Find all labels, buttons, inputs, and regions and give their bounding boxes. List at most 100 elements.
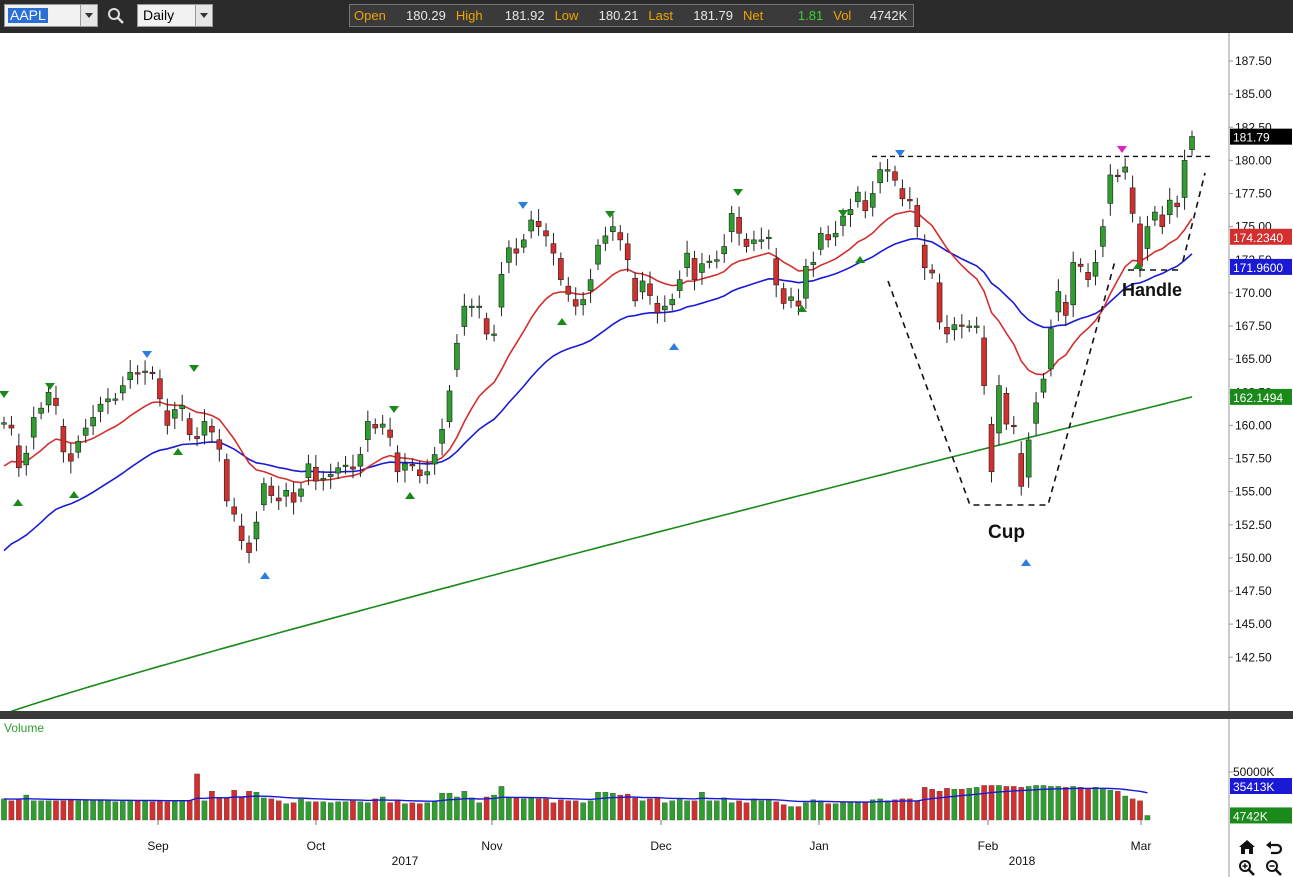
candle-body [959,324,965,327]
candle-body [30,417,37,438]
volume-bar [402,803,408,821]
candle-body [1055,291,1062,313]
volume-bar [38,800,44,821]
candle-body [1003,393,1010,425]
volume-bar [959,789,965,821]
candle-body [840,215,846,226]
volume-bar [996,785,1002,821]
candle-body [721,246,728,255]
candle-body [1129,187,1136,214]
volume-bar [394,800,401,821]
panel-divider[interactable] [0,711,1293,719]
candle-body [1025,439,1032,478]
candle-body [587,279,594,291]
period-dropdown-button[interactable] [195,5,212,26]
candle-body [862,200,869,212]
candle-body [825,234,831,241]
volume-bar [766,799,772,821]
volume-bar [877,798,883,821]
volume-bar [112,801,119,821]
candle-body [327,474,334,477]
candle-body [491,333,497,336]
candle-body [981,337,987,386]
volume-bar [179,800,185,821]
search-icon[interactable] [107,7,125,25]
candle-body [914,205,921,227]
price-tag-label: 171.9600 [1233,261,1283,275]
volume-bar [1,798,7,821]
volume-bar [1115,791,1121,821]
candle-body [82,427,89,436]
y-tick-label: 187.50 [1235,54,1272,68]
candle-body [907,199,913,202]
volume-bar [305,801,312,821]
period-select[interactable]: Daily [137,4,213,27]
candle-body [1062,301,1069,316]
candle-body [684,252,690,268]
volume-bar [313,801,319,821]
volume-bar [550,802,557,821]
symbol-value: AAPL [8,7,48,23]
volume-bar [45,800,52,821]
candle-body [1040,378,1047,393]
x-month-label: Sep [147,839,169,853]
signal-down-marker [733,189,743,196]
candle-body [454,342,460,370]
symbol-dropdown-button[interactable] [80,5,97,26]
undo-icon[interactable] [1265,839,1283,855]
candle-body [565,285,572,295]
volume-bar [223,797,230,821]
volume-bar [1100,788,1106,821]
candle-body [45,391,52,406]
x-month-label: Feb [978,839,999,853]
volume-bar [194,773,200,821]
candle-body [127,372,134,380]
volume-bar [736,800,742,821]
candle-body [1092,262,1099,277]
signal-down-marker [142,351,152,358]
candle-body [691,258,698,280]
price-chart[interactable]: 187.50185.00182.50180.00177.50175.00172.… [0,33,1293,711]
candle-body [461,305,468,327]
candle-body [1018,453,1025,487]
candle-body [929,269,935,274]
candle-body [632,277,638,302]
candle-body [439,429,445,444]
volume-bar [253,792,260,821]
zoom-in-icon[interactable] [1238,859,1256,877]
candle-body [610,226,616,233]
volume-bar [320,801,327,821]
volume-bar [543,798,549,821]
symbol-input[interactable]: AAPL [4,4,98,27]
candle-body [157,378,163,400]
signal-up-marker [669,343,679,350]
candle-body [1144,226,1151,249]
volume-ma-line [3,787,1148,803]
volume-bar [751,798,757,821]
candle-body [558,258,564,280]
zoom-out-icon[interactable] [1265,859,1283,877]
quote-open-label: Open [350,5,390,26]
candle-body [105,398,111,403]
candle-body [543,230,549,237]
volume-bar [788,806,794,821]
candle-body [676,279,683,291]
volume-bar [862,802,869,821]
volume-bar [424,802,430,821]
quote-vol-value: 4742K [855,5,914,26]
volume-bar [1040,785,1047,821]
volume-bar [654,797,661,821]
x-month-label: Dec [650,839,671,853]
volume-bar [127,800,133,821]
candle-body [60,426,67,453]
volume-bar [624,793,631,821]
volume-bar [728,802,735,821]
candle-body [275,497,282,502]
candle-body [342,464,349,467]
y-tick-label: 167.50 [1235,319,1272,333]
volume-bar [1025,786,1032,821]
volume-bar [506,797,512,821]
home-icon[interactable] [1238,839,1256,855]
volume-bar [342,801,349,821]
